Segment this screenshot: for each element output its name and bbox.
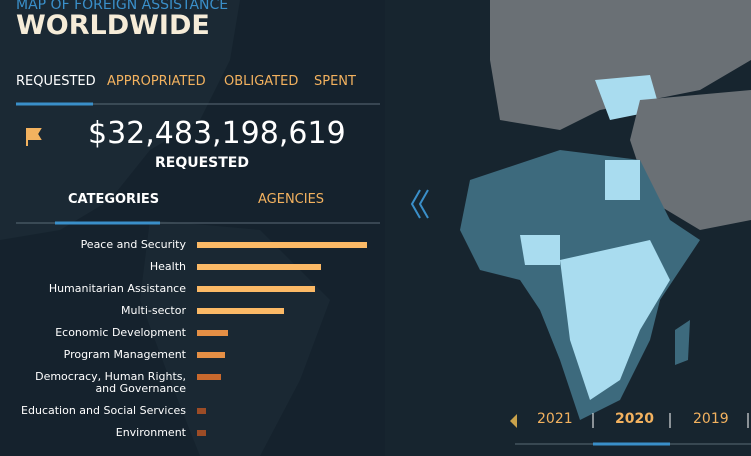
country xyxy=(560,240,670,400)
category-label: Environment xyxy=(115,426,186,439)
total-amount: $32,483,198,619 xyxy=(88,116,346,151)
flag-icon xyxy=(26,128,42,146)
category-label: Multi-sector xyxy=(121,304,186,317)
category-label: Humanitarian Assistance xyxy=(48,282,186,295)
country xyxy=(520,235,560,265)
bar xyxy=(197,264,321,270)
bar xyxy=(197,242,368,248)
bar xyxy=(197,352,225,358)
year[interactable]: 2021 xyxy=(537,411,573,427)
category-label: Education and Social Services xyxy=(21,404,186,417)
country xyxy=(605,160,640,200)
bar xyxy=(197,286,316,292)
madagascar xyxy=(675,320,690,365)
subtitle: MAP OF FOREIGN ASSISTANCE xyxy=(16,0,229,13)
category-label: Health xyxy=(149,260,186,273)
title: WORLDWIDE xyxy=(16,10,210,41)
collapse-arrow[interactable] xyxy=(410,189,429,219)
year[interactable]: 2019 xyxy=(693,411,729,427)
bar xyxy=(197,330,229,336)
category-label: Peace and Security xyxy=(80,238,186,251)
subtab[interactable]: AGENCIES xyxy=(258,192,325,207)
total-label: REQUESTED xyxy=(155,155,249,171)
asia xyxy=(630,90,751,230)
tab[interactable]: OBLIGATED xyxy=(224,74,299,89)
tab[interactable]: REQUESTED xyxy=(16,74,96,89)
category-label: Program Management xyxy=(63,348,186,361)
prev-year[interactable] xyxy=(510,414,517,428)
bar xyxy=(197,308,284,314)
category-label: Democracy, Human Rights, and Governance xyxy=(35,370,186,395)
bar xyxy=(197,374,222,380)
europe xyxy=(490,0,751,130)
year[interactable]: 2020 xyxy=(615,411,654,427)
tab[interactable]: APPROPRIATED xyxy=(107,74,206,89)
tab[interactable]: SPENT xyxy=(314,74,356,89)
category-label: Economic Development xyxy=(55,326,186,339)
bar xyxy=(197,408,207,414)
panel-shade xyxy=(0,0,385,456)
bar xyxy=(197,430,207,436)
subtab[interactable]: CATEGORIES xyxy=(68,192,160,207)
